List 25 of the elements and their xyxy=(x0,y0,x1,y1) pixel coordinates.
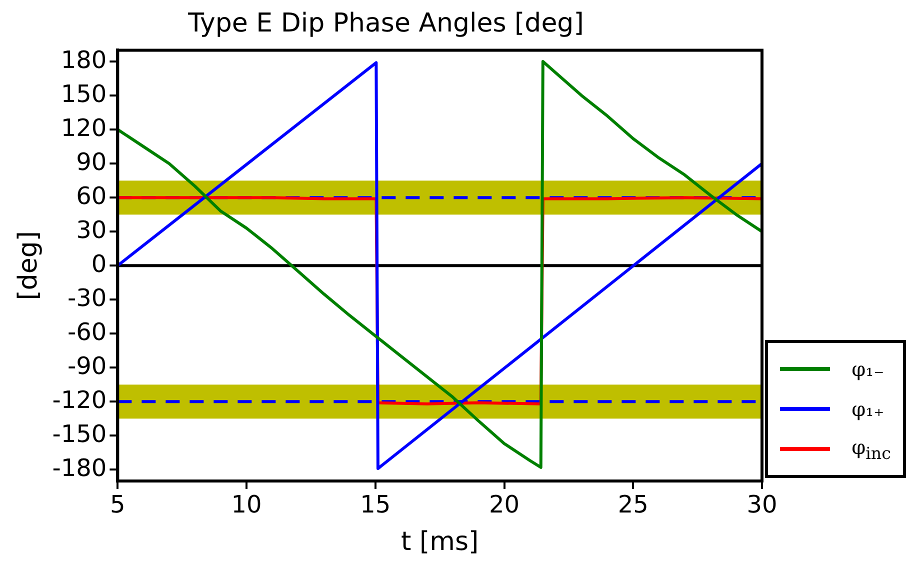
x-tick-label: 5 xyxy=(110,490,126,519)
y-tick-label: -90 xyxy=(67,352,107,380)
y-tick-label: 90 xyxy=(76,148,107,176)
y-tick-label: -30 xyxy=(67,284,107,312)
y-tick-label: 150 xyxy=(60,80,107,108)
y-tick-label: -60 xyxy=(67,318,107,346)
y-tick-label: -150 xyxy=(52,420,107,448)
y-axis-title: [deg] xyxy=(13,230,44,300)
x-tick-label: 15 xyxy=(360,490,391,519)
legend-label: φ₁₋ xyxy=(852,357,884,381)
legend-label: φ$_{inc}$ xyxy=(852,435,891,463)
x-tick-label: 10 xyxy=(231,490,262,519)
x-tick-label: 30 xyxy=(746,490,778,519)
chart-title: Type E Dip Phase Angles [deg] xyxy=(187,8,584,38)
x-tick-label: 25 xyxy=(618,490,648,519)
y-tick-label: 120 xyxy=(60,114,107,142)
x-axis-title: t [ms] xyxy=(401,527,479,558)
y-tick-label: -180 xyxy=(52,454,107,482)
y-tick-label: -120 xyxy=(52,386,107,414)
legend-label: φ₁₊ xyxy=(852,397,884,421)
x-tick-label: 20 xyxy=(488,490,520,519)
y-tick-label: 30 xyxy=(76,216,107,244)
y-tick-label: 180 xyxy=(60,46,107,74)
y-tick-label: 0 xyxy=(91,250,107,278)
y-tick-label: 60 xyxy=(76,182,107,210)
